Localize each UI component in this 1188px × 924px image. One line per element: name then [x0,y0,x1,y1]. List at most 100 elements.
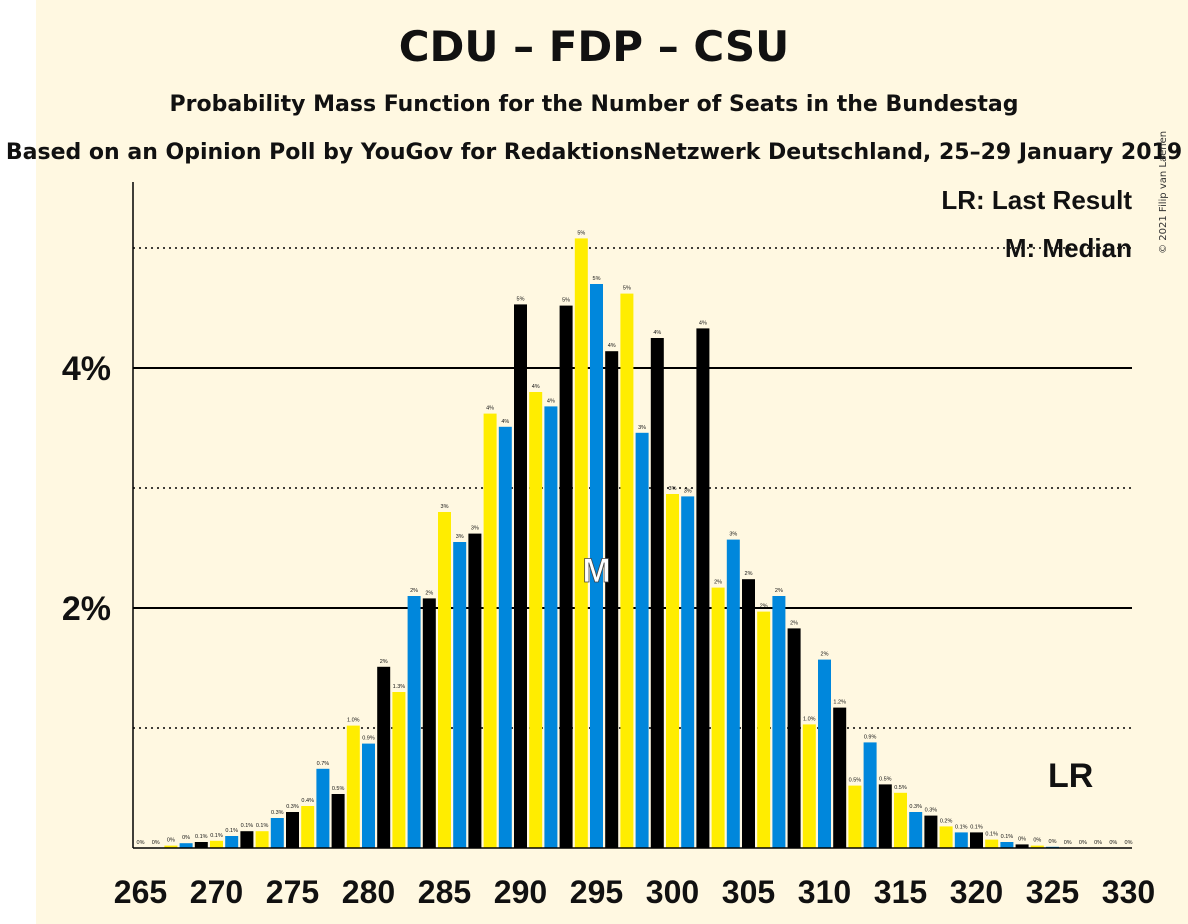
x-tick-label: 270 [190,874,243,910]
bar-label-seat-289: 4% [501,419,509,425]
bar-label-seat-283: 2% [410,588,418,594]
markers: M LR [582,552,1093,795]
bar-seat-307 [772,596,786,848]
bar-label-seat-297: 5% [623,286,631,292]
bar-label-seat-311: 1.2% [833,700,846,706]
x-tick-label: 310 [798,874,851,910]
bar-label-seat-315: 0.5% [894,785,907,791]
bar-label-seat-308: 2% [790,620,798,626]
bar-seat-288 [483,413,497,848]
bar-seat-274 [270,818,284,848]
x-tick-label: 280 [342,874,395,910]
bar-label-seat-314: 0.5% [879,776,892,782]
chart-subtitle-source: Based on an Opinion Poll by YouGov for R… [5,140,1183,165]
bar-seat-297 [620,293,634,849]
bar-seat-294 [574,238,588,848]
bar-label-seat-298: 3% [638,425,646,431]
bar-seat-275 [286,812,299,848]
legend-median: M: Median [1005,233,1132,263]
x-tick-labels: 265 270 275 280 285 290 295 300 305 310 315 320 325 3… [114,874,1155,910]
bar-label-seat-329: 0% [1109,840,1117,846]
bar-label-seat-291: 4% [532,384,540,390]
bar-seat-312 [848,785,862,848]
bar-seat-267 [164,845,178,848]
bar-seat-271 [225,836,239,848]
last-result-marker: LR [1048,757,1093,795]
x-tick-label: 305 [722,874,775,910]
bar-seat-292 [544,406,558,848]
bar-label-seat-270: 0.1% [210,833,223,839]
bar-label-seat-319: 0.1% [955,824,968,830]
bar-label-seat-295: 5% [593,276,601,282]
bar-seat-287 [468,533,482,848]
y-tick-labels: 2% 4% [62,350,111,628]
bar-seat-323 [1015,844,1029,848]
bar-seat-282 [392,692,406,848]
bar-seat-321 [985,839,999,848]
bar-seat-272 [240,831,254,848]
x-tick-label: 295 [570,874,623,910]
bar-label-seat-266: 0% [152,840,160,846]
bar-seat-318 [939,826,953,848]
bar-label-seat-275: 0.3% [286,804,299,810]
bar-seat-309 [802,724,816,848]
bar-seat-279 [346,725,360,848]
bar-label-seat-287: 3% [471,526,479,532]
bar-label-seat-299: 4% [653,330,661,336]
bar-seat-293 [559,305,573,849]
bar-label-seat-265: 0% [137,840,145,846]
median-marker: M [582,552,610,590]
bar-seat-315 [894,792,907,848]
bar-seat-305 [742,579,755,848]
bar-seat-310 [818,659,831,848]
bar-label-seat-267: 0% [167,838,175,844]
bar-seat-301 [681,496,695,848]
bar-seat-296 [605,351,619,848]
bar-seat-268 [179,843,193,848]
bar-label-seat-271: 0.1% [225,828,238,834]
bar-label-seat-307: 2% [775,588,783,594]
bar-label-seat-281: 2% [380,659,388,665]
axes [132,182,1132,849]
legend-last-result: LR: Last Result [941,185,1132,215]
bar-seat-289 [498,426,512,848]
bar-label-seat-323: 0% [1018,836,1026,842]
bar-label-seat-293: 5% [562,298,570,304]
bar-seat-290 [514,304,527,848]
bar-label-seat-306: 2% [760,604,768,610]
bar-seat-304 [726,539,740,848]
bar-seat-278 [331,794,345,848]
bar-seat-284 [422,598,436,848]
y-tick-label: 4% [62,350,111,388]
x-tick-label: 325 [1026,874,1079,910]
y-tick-label: 2% [62,590,111,628]
bar-seat-302 [696,328,710,848]
bar-seat-303 [711,587,725,848]
bar-label-seat-318: 0.2% [940,818,953,824]
bar-seat-313 [863,742,877,848]
bar-seat-273 [255,831,269,848]
bar-seat-317 [924,815,938,848]
bar-seat-285 [438,512,451,848]
bar-label-seat-304: 3% [729,532,737,538]
bar-label-seat-274: 0.3% [271,810,284,816]
bar-seat-277 [316,768,330,848]
bar-label-seat-317: 0.3% [925,808,938,814]
bar-label-seat-280: 0.9% [362,736,375,742]
bar-label-seat-302: 4% [699,320,707,326]
bar-label-seat-326: 0% [1064,840,1072,846]
bar-label-seat-309: 1.0% [803,716,816,722]
bar-label-seat-269: 0.1% [195,834,208,840]
bar-seat-295 [590,284,603,848]
bar-seat-311 [833,707,847,848]
bar-label-seat-286: 3% [456,534,464,540]
bar-seat-280 [362,743,375,848]
bar-label-seat-321: 0.1% [985,832,998,838]
bar-label-seat-272: 0.1% [241,823,254,829]
bar-seat-322 [1000,842,1014,848]
bar-seat-270 [210,840,223,848]
bar-label-seat-288: 4% [486,406,494,412]
x-tick-label: 275 [266,874,319,910]
bar-label-seat-303: 2% [714,580,722,586]
x-tick-label: 265 [114,874,167,910]
